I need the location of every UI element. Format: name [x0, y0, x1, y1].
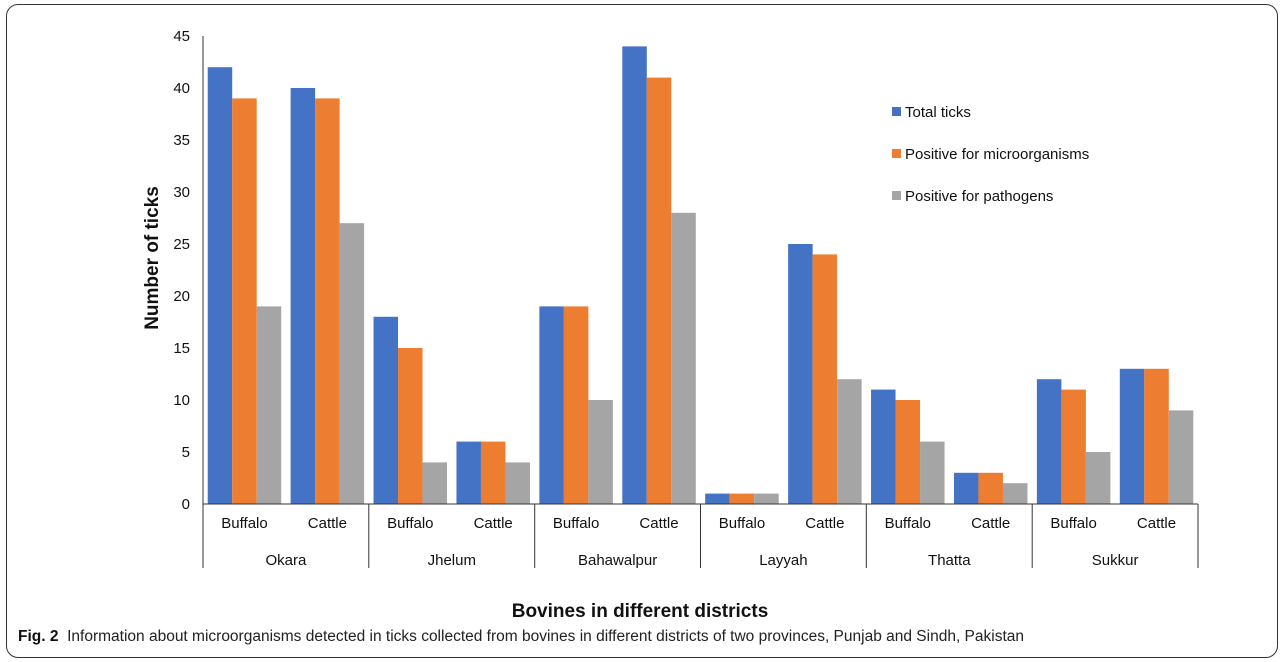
x-category-label: Buffalo [221, 515, 267, 532]
x-category-label: Cattle [805, 515, 844, 532]
bar-total-ticks [705, 493, 730, 504]
bars [207, 46, 1194, 505]
bar-positive-for-microorganisms [978, 472, 1003, 504]
bar-total-ticks [290, 88, 316, 504]
bar-positive-for-pathogens [505, 462, 530, 504]
y-tick-label: 20 [173, 288, 190, 305]
x-axis: Buffalo Cattle Buffalo Cattle Buffalo Cattle B… [202, 503, 1199, 569]
bar-total-ticks [622, 46, 647, 505]
x-category-label: Buffalo [885, 515, 931, 532]
bar-positive-for-pathogens [1085, 452, 1111, 504]
bar-total-ticks [456, 441, 481, 504]
x-axis-title: Bovines in different districts [512, 601, 769, 622]
x-category-label: Cattle [308, 515, 347, 532]
y-tick-label: 35 [173, 132, 190, 149]
x-district-label: Layyah [759, 552, 807, 569]
bar-total-ticks [1036, 379, 1062, 504]
bar-positive-for-microorganisms [646, 77, 672, 504]
y-tick-label: 0 [182, 496, 190, 513]
bar-total-ticks [539, 306, 564, 504]
bar-total-ticks [953, 472, 979, 504]
bar-positive-for-pathogens [671, 212, 696, 505]
bar-positive-for-microorganisms [398, 348, 423, 504]
x-district-label: Thatta [928, 552, 971, 569]
bar-positive-for-pathogens [422, 462, 448, 504]
legend-swatch [892, 149, 901, 158]
bar-positive-for-microorganisms [232, 98, 257, 505]
bar-positive-for-pathogens [1002, 483, 1028, 504]
bar-positive-for-microorganisms [563, 306, 589, 504]
bar-chart: 0 5 10 15 20 25 30 35 40 45 Buffalo Cattle Buffalo C… [142, 28, 1199, 622]
y-tick-label: 40 [173, 80, 190, 97]
y-tick-label: 5 [182, 444, 190, 461]
bar-positive-for-microorganisms [895, 400, 921, 504]
bar-total-ticks [373, 316, 399, 504]
legend-swatch [892, 191, 901, 200]
bar-positive-for-microorganisms [1061, 389, 1086, 504]
y-tick-label: 15 [173, 340, 190, 357]
bar-total-ticks [788, 244, 813, 504]
bar-total-ticks [1119, 368, 1145, 504]
caption-label: Fig. 2 [18, 628, 59, 645]
x-category-label: Buffalo [1050, 515, 1096, 532]
x-category-label: Buffalo [719, 515, 765, 532]
bar-total-ticks [871, 389, 896, 504]
x-district-label: Bahawalpur [578, 552, 657, 569]
bar-positive-for-pathogens [754, 493, 779, 504]
caption-text: Information about microorganisms detecte… [67, 628, 1024, 645]
y-tick-label: 30 [173, 184, 190, 201]
y-tick-label: 25 [173, 236, 190, 253]
y-tick-label: 10 [173, 392, 190, 409]
y-tick-label: 45 [173, 28, 190, 45]
bar-positive-for-microorganisms [1144, 368, 1169, 504]
legend-label: Total ticks [905, 104, 971, 121]
x-category-label: Buffalo [387, 515, 433, 532]
bar-positive-for-pathogens [339, 223, 365, 504]
bar-positive-for-pathogens [1168, 410, 1194, 504]
figure-caption: Fig. 2 Information about microorganisms … [18, 628, 1278, 646]
bar-positive-for-pathogens [588, 400, 613, 504]
bar-positive-for-pathogens [256, 306, 282, 504]
x-category-label: Buffalo [553, 515, 599, 532]
legend-label: Positive for microorganisms [905, 146, 1089, 163]
y-axis: 0 5 10 15 20 25 30 35 40 45 [173, 28, 204, 513]
x-category-label: Cattle [971, 515, 1010, 532]
x-category-label: Cattle [639, 515, 678, 532]
x-district-label: Okara [265, 552, 307, 569]
x-district-label: Sukkur [1092, 552, 1139, 569]
bar-positive-for-microorganisms [812, 254, 838, 504]
y-axis-title: Number of ticks [142, 186, 163, 330]
legend-label: Positive for pathogens [905, 188, 1053, 205]
bar-positive-for-microorganisms [315, 98, 340, 505]
legend: Total ticks Positive for microorganisms Po… [892, 104, 1089, 205]
bar-total-ticks [207, 67, 233, 504]
legend-swatch [892, 107, 901, 116]
bar-positive-for-microorganisms [729, 493, 755, 504]
x-category-label: Cattle [474, 515, 513, 532]
bar-positive-for-microorganisms [480, 441, 506, 504]
x-category-label: Cattle [1137, 515, 1176, 532]
x-district-label: Jhelum [428, 552, 476, 569]
bar-positive-for-pathogens [920, 441, 945, 504]
bar-positive-for-pathogens [837, 379, 862, 504]
